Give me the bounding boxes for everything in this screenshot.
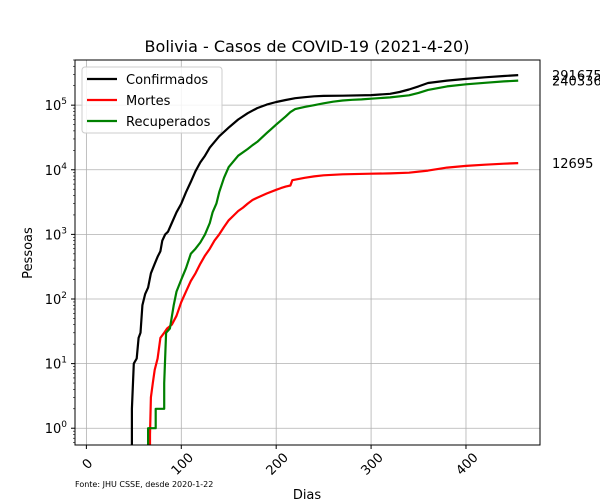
legend-box xyxy=(81,66,223,134)
legend-label-recuperados: Recuperados xyxy=(126,115,211,130)
end-label-recuperados: 240336 xyxy=(552,75,600,90)
legend-label-confirmados: Confirmados xyxy=(126,73,208,88)
y-axis-label: Pessoas xyxy=(21,227,36,279)
y-axis: 100 101 102 103 104 105 xyxy=(45,59,75,443)
series-line-recuperados xyxy=(147,79,519,445)
y-tick-label: 104 xyxy=(45,162,68,179)
series-line-confirmados xyxy=(130,74,519,445)
series-line-mortes xyxy=(148,162,519,445)
source-note: Fonte: JHU CSSE, desde 2020-1-22 xyxy=(75,480,213,489)
end-label-confirmados: 291675 xyxy=(552,69,600,84)
end-label-mortes: 12695 xyxy=(552,157,593,172)
end-labels: 291675 12695 240336 xyxy=(552,69,600,172)
y-tick-label: 103 xyxy=(45,226,67,243)
legend: Confirmados Mortes Recuperados xyxy=(81,66,223,134)
legend-label-mortes: Mortes xyxy=(126,94,171,109)
y-tick-label: 100 xyxy=(45,420,68,437)
series-lines xyxy=(130,74,519,445)
plot-frame xyxy=(74,59,541,446)
chart-title: Bolivia - Casos de COVID-19 (2021-4-20) xyxy=(145,37,470,56)
x-axis-label: Dias xyxy=(293,488,322,500)
y-tick-label: 105 xyxy=(45,97,67,114)
y-tick-label: 101 xyxy=(45,356,67,373)
y-tick-label: 102 xyxy=(45,291,67,308)
